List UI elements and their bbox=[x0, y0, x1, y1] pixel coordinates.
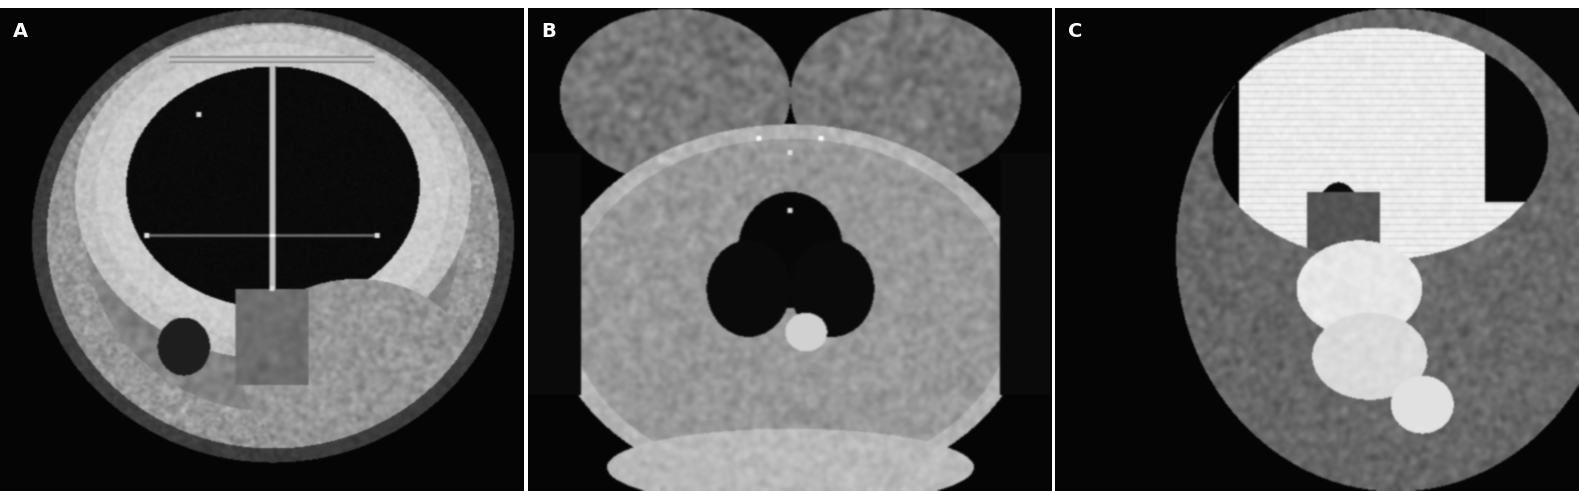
Text: B: B bbox=[540, 23, 556, 42]
Text: A: A bbox=[13, 23, 28, 42]
Text: C: C bbox=[1069, 23, 1083, 42]
